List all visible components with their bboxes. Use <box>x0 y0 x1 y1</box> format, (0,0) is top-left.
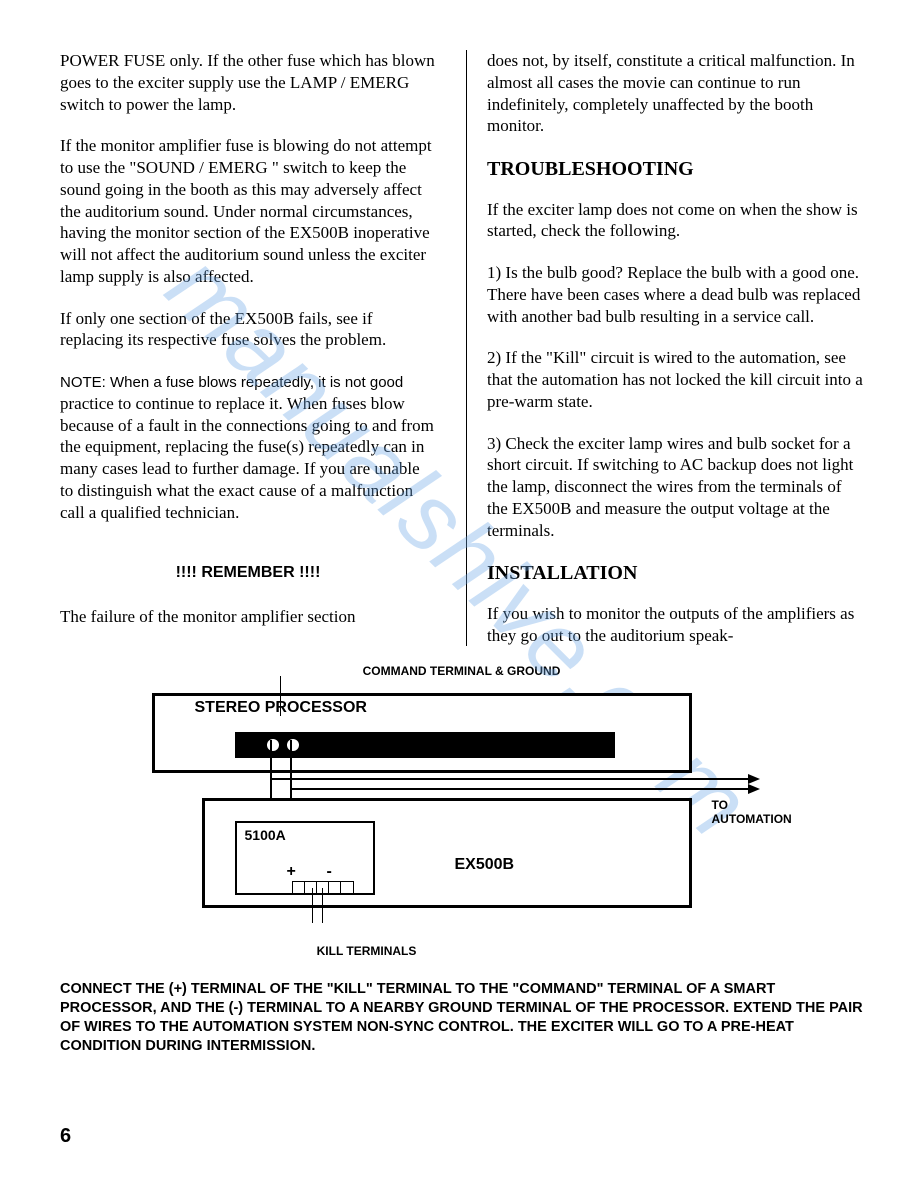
5100a-label: 5100A <box>245 827 286 843</box>
para: 2) If the "Kill" circuit is wired to the… <box>487 347 863 412</box>
arrow-icon <box>748 774 760 784</box>
ex500b-label: EX500B <box>455 856 515 874</box>
wire-to-automation-top <box>270 778 750 780</box>
diagram-top-label: COMMAND TERMINAL & GROUND <box>363 664 561 678</box>
left-column: POWER FUSE only. If the other fuse which… <box>60 50 436 646</box>
note-para: NOTE: When a fuse blows repeatedly, it i… <box>60 371 436 523</box>
ground-terminal-dot <box>287 739 299 751</box>
section-heading-troubleshooting: TROUBLESHOOTING <box>487 157 863 183</box>
leader-kill <box>312 888 314 923</box>
ex500b-box: 5100A + - EX500B <box>202 798 692 908</box>
text-columns: POWER FUSE only. If the other fuse which… <box>60 50 863 646</box>
wiring-diagram: STEREO PROCESSOR TO AUTOMATION 5100A + - <box>152 678 772 938</box>
bottom-instruction: CONNECT THE (+) TERMINAL OF THE "KILL" T… <box>60 980 863 1055</box>
minus-label: - <box>327 863 332 881</box>
terminal-bar <box>235 732 615 758</box>
note-lead: NOTE: When a fuse blows repeatedly, it i… <box>60 374 403 391</box>
wire-to-automation-bottom <box>290 788 750 790</box>
para: If you wish to monitor the outputs of th… <box>487 603 863 647</box>
command-terminal-dot <box>267 739 279 751</box>
para: If the exciter lamp does not come on whe… <box>487 199 863 243</box>
para: If the monitor amplifier fuse is blowing… <box>60 135 436 287</box>
para: The failure of the monitor amplifier sec… <box>60 606 436 628</box>
stereo-processor-box: STEREO PROCESSOR <box>152 693 692 773</box>
leader-kill <box>322 888 324 923</box>
page-number: 6 <box>60 1125 71 1148</box>
kill-terminals-label: KILL TERMINALS <box>317 944 417 958</box>
para: If only one section of the EX500B fails,… <box>60 308 436 352</box>
diagram-container: COMMAND TERMINAL & GROUND STEREO PROCESS… <box>60 664 863 958</box>
right-column: does not, by itself, constitute a critic… <box>466 50 863 646</box>
para: does not, by itself, constitute a critic… <box>487 50 863 137</box>
arrow-icon <box>748 784 760 794</box>
note-rest: practice to continue to replace it. When… <box>60 394 434 522</box>
leader-line <box>280 676 282 716</box>
remember-heading: !!!! REMEMBER !!!! <box>60 563 436 583</box>
to-automation-label: TO AUTOMATION <box>712 798 792 826</box>
para: 3) Check the exciter lamp wires and bulb… <box>487 433 863 542</box>
para: POWER FUSE only. If the other fuse which… <box>60 50 436 115</box>
5100a-box: 5100A + - <box>235 821 375 895</box>
para: 1) Is the bulb good? Replace the bulb wi… <box>487 262 863 327</box>
plus-label: + <box>287 863 296 881</box>
section-heading-installation: INSTALLATION <box>487 561 863 587</box>
